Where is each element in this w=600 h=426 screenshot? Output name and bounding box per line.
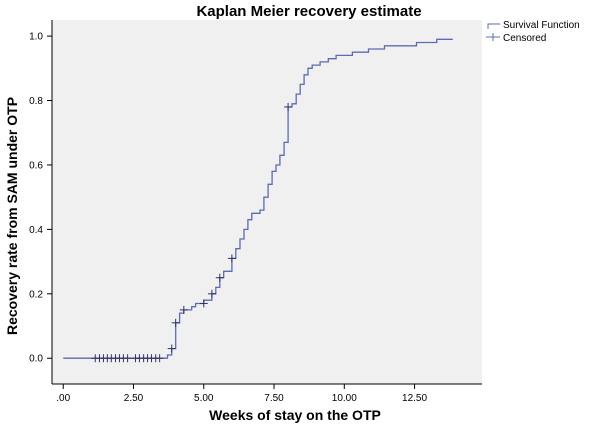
ticks-layer: .00 2.50 5.00 7.50 10.00 12.50 0.0 0.2 0.4 0.6 0.8… — [29, 32, 427, 404]
censored-mark — [199, 299, 208, 308]
legend-swatch-censored — [486, 33, 500, 41]
y-tick-label: 0.8 — [29, 96, 43, 107]
censored-mark — [179, 305, 188, 314]
legend: Survival Function Censored — [486, 20, 580, 44]
censored-mark — [227, 254, 236, 263]
legend-label-survival-function: Survival Function — [503, 20, 580, 31]
x-tick-label: 10.00 — [332, 393, 357, 404]
censored-mark — [123, 354, 132, 363]
x-axis-label: Weeks of stay on the OTP — [209, 407, 381, 423]
legend-label-censored: Censored — [503, 33, 546, 44]
legend-swatch-survival-function — [487, 23, 500, 29]
series-layer — [63, 38, 453, 363]
censored-mark — [167, 344, 176, 353]
censored-mark — [215, 273, 224, 282]
x-tick-label: .00 — [56, 393, 70, 404]
legend-item-censored: Censored — [486, 33, 546, 44]
censored-mark — [155, 354, 164, 363]
y-tick-label: 0.0 — [29, 354, 43, 365]
legend-item-survival-function: Survival Function — [487, 20, 580, 31]
y-tick-label: 0.4 — [29, 225, 43, 236]
y-tick-label: 1.0 — [29, 32, 43, 43]
y-axis-label: Recovery rate from SAM under OTP — [4, 97, 20, 335]
x-tick-label: 7.50 — [264, 393, 284, 404]
censored-mark — [284, 102, 293, 111]
x-tick-label: 2.50 — [124, 393, 144, 404]
chart-title: Kaplan Meier recovery estimate — [196, 3, 421, 20]
axes-layer — [51, 20, 482, 385]
censored-mark — [171, 318, 180, 327]
y-tick-label: 0.2 — [29, 289, 43, 300]
censored-mark — [207, 289, 216, 298]
survival-function-line — [63, 38, 453, 359]
y-tick-label: 0.6 — [29, 160, 43, 171]
x-tick-label: 12.50 — [402, 393, 427, 404]
plot-area — [52, 20, 482, 384]
x-tick-label: 5.00 — [194, 393, 214, 404]
